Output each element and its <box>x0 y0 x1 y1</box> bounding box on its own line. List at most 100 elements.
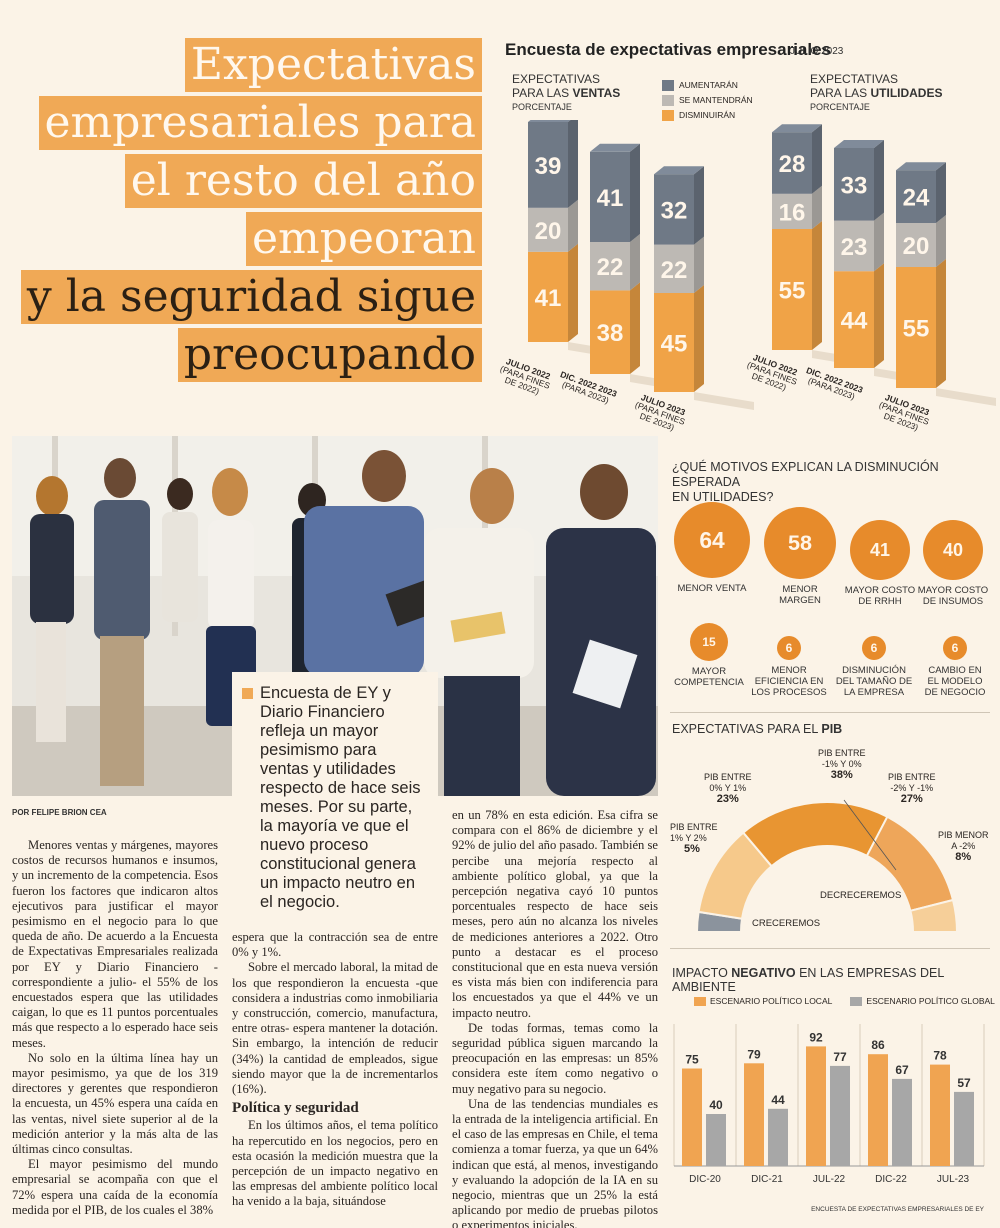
col1-paragraph-2: No solo en la última línea hay un mayor … <box>12 1050 218 1157</box>
profit-seg-1-3 <box>772 229 812 350</box>
impacto-value-3-2: 77 <box>833 1050 847 1064</box>
motivo-circle-4: 40 <box>923 520 983 580</box>
motivos-chart: 64 MENOR VENTA 58 MENOR MARGEN 41 MAYOR COSTO D… <box>664 495 994 705</box>
legend-item-aumentaran: AUMENTARÁN <box>662 78 753 93</box>
motivo-circle-5: 15 <box>690 623 728 661</box>
profit-stacked-chart: 55 16 28 44 23 33 55 20 24 <box>772 124 996 406</box>
sales-side-2-1 <box>630 143 640 242</box>
col1-paragraph-3: El mayor pesimismo del mundo empresarial… <box>12 1157 218 1217</box>
profit-seg-1-2 <box>772 193 812 229</box>
sales-side-2-2 <box>630 234 640 291</box>
pib-label-4: PIB ENTRE -2% Y -1% 27% <box>888 772 936 805</box>
impacto-category-5: JUL-23 <box>937 1174 970 1185</box>
impacto-value-4-2: 67 <box>895 1063 909 1077</box>
impacto-value-1-2: 40 <box>709 1098 723 1112</box>
callout-box: Encuesta de EY y Diario Financiero refle… <box>232 672 438 918</box>
pib-arcs <box>695 801 959 933</box>
profit-bar-3: 55 20 24 <box>896 162 996 406</box>
profit-top-1 <box>772 124 822 133</box>
profit-value-2-2: 23 <box>841 234 868 261</box>
profit-side-2-1 <box>874 140 884 221</box>
sales-seg-3-3 <box>654 293 694 392</box>
motivo-label-6: MENOR EFICIENCIA EN LOS PROCESOS <box>751 665 827 698</box>
profit-value-2-1: 33 <box>841 172 868 199</box>
motivo-circle-8: 6 <box>943 636 967 660</box>
motivo-label-4: MAYOR COSTO DE INSUMOS <box>917 585 989 607</box>
byline: POR FELIPE BRION CEA <box>12 808 107 817</box>
profit-value-3-2: 20 <box>903 233 930 260</box>
impacto-bar-3-2 <box>830 1065 850 1166</box>
profit-top-3 <box>896 162 946 171</box>
sales-seg-3-2 <box>654 244 694 293</box>
sales-value-1-3: 41 <box>535 285 562 312</box>
impacto-value-2-2: 44 <box>771 1093 785 1107</box>
sales-value-2-2: 22 <box>597 254 624 281</box>
sales-side-1-3 <box>568 243 578 342</box>
profit-top-2 <box>834 140 884 148</box>
impacto-category-3: JUL-22 <box>813 1174 846 1185</box>
sales-side-3-2 <box>694 236 704 293</box>
sales-value-2-3: 38 <box>597 320 624 347</box>
impacto-bar-2-1 <box>744 1063 764 1166</box>
legend-local-swatch <box>694 997 706 1007</box>
impacto-legend: ESCENARIO POLÍTICO LOCAL ESCENARIO POLÍT… <box>694 996 995 1007</box>
impacto-chart: 75 40 DIC-20 79 44 DIC-21 92 77 JUL-22 86 67 DIC-22… <box>673 1024 985 1185</box>
headline-line-3: el resto del año <box>124 154 482 208</box>
sales-seg-2-3 <box>590 290 630 374</box>
source-note: ENCUESTA DE EXPECTATIVAS EMPRESARIALES D… <box>811 1206 984 1213</box>
col2-paragraph-1: espera que la contracción sea de entre 0… <box>232 930 438 960</box>
legend-item-mantendran: SE MANTENDRÁN <box>662 93 753 108</box>
profit-side-3-1 <box>936 162 946 223</box>
sales-bar-3: 45 22 32 <box>654 166 754 410</box>
pib-decreceremos: DECRECEREMOS <box>820 890 902 901</box>
profit-side-2-2 <box>874 212 884 272</box>
profit-seg-2-1 <box>834 148 874 221</box>
profit-shadow-3 <box>936 388 996 406</box>
sales-side-1-2 <box>568 199 578 252</box>
pib-label-3: PIB ENTRE -1% Y 0% 38% <box>818 748 866 781</box>
headline-line-1: Expectativas <box>184 38 482 92</box>
callout-text: Encuesta de EY y Diario Financiero refle… <box>260 684 421 911</box>
sales-shadow-3 <box>694 392 754 410</box>
motivo-circle-2: 58 <box>764 507 836 579</box>
sales-top-3 <box>654 166 704 175</box>
article-col-1: Menores ventas y márgenes, mayores costo… <box>12 838 218 1218</box>
profit-side-3-3 <box>936 259 946 388</box>
profit-value-3-1: 24 <box>903 185 930 212</box>
callout-square-icon <box>242 688 253 699</box>
profit-value-2-3: 44 <box>841 308 868 335</box>
motivo-label-7: DISMINUCIÓN DEL TAMAÑO DE LA EMPRESA <box>835 665 913 698</box>
impacto-bar-5-1 <box>930 1064 950 1166</box>
motivo-label-2: MENOR MARGEN <box>779 584 821 606</box>
impacto-bar-4-2 <box>892 1078 912 1166</box>
profit-seg-2-2 <box>834 220 874 272</box>
profit-value-3-3: 55 <box>903 316 930 343</box>
profit-seg-3-2 <box>896 223 936 267</box>
sales-value-1-2: 20 <box>535 218 562 245</box>
motivo-circle-6: 6 <box>777 636 801 660</box>
impacto-title: IMPACTO NEGATIVO EN LAS EMPRESAS DEL AMB… <box>672 966 944 994</box>
impacto-value-3-1: 92 <box>809 1030 823 1044</box>
profit-value-1-1: 28 <box>779 151 806 178</box>
sales-value-3-3: 45 <box>661 331 688 358</box>
sales-value-2-1: 41 <box>597 185 624 212</box>
sales-top-1 <box>528 120 571 122</box>
profit-side-2-3 <box>874 263 884 368</box>
sales-bar-2: 38 22 41 <box>590 143 690 392</box>
subhead-politica: Política y seguridad <box>232 1100 359 1117</box>
sales-value-3-2: 22 <box>661 257 688 284</box>
sales-value-1-1: 39 <box>535 153 562 180</box>
impacto-bar-3-1 <box>806 1046 826 1166</box>
col1-paragraph-1: Menores ventas y márgenes, mayores costo… <box>12 838 218 1050</box>
motivo-label-1: MENOR VENTA <box>677 583 747 594</box>
article-col-2: espera que la contracción sea de entre 0… <box>232 930 438 1210</box>
motivo-label-3: MAYOR COSTO DE RRHH <box>844 585 916 607</box>
article-col-3: en un 78% en esta edición. Esa cifra se … <box>452 808 658 1228</box>
profit-bar-2: 44 23 33 <box>834 140 934 386</box>
impacto-value-5-1: 78 <box>933 1049 947 1063</box>
impacto-bar-4-1 <box>868 1054 888 1166</box>
divider-1 <box>670 712 990 713</box>
motivo-circle-3: 41 <box>850 520 910 580</box>
col3-paragraph-3: Una de las tendencias mundiales es la en… <box>452 1096 658 1228</box>
pib-gauge <box>695 799 959 933</box>
